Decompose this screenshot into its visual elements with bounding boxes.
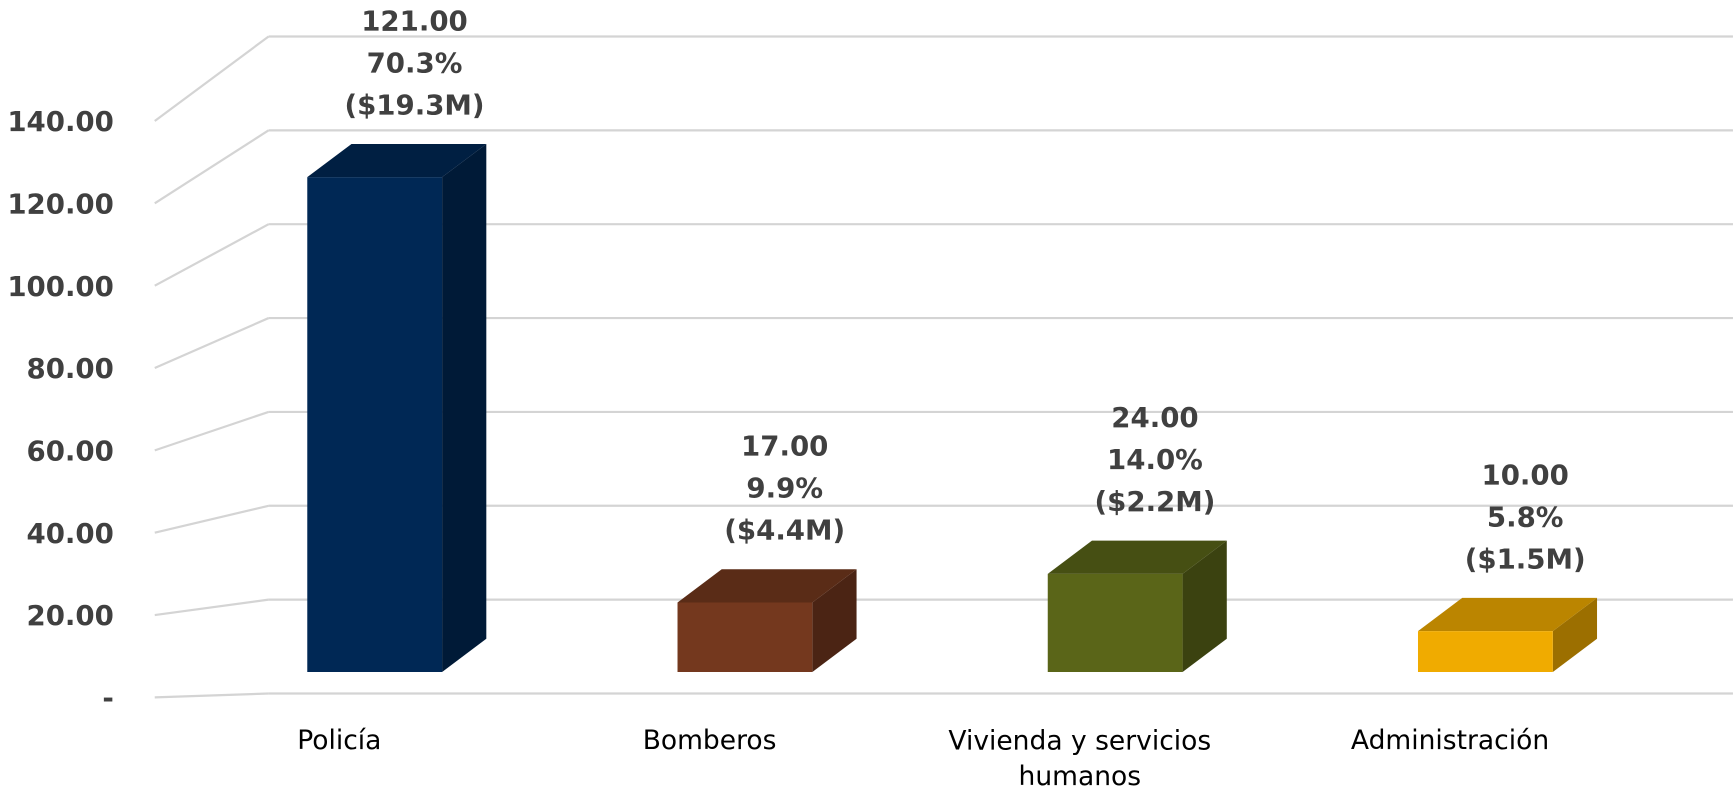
bar-top	[677, 569, 857, 603]
bar-top	[307, 144, 487, 178]
bar-front	[1047, 573, 1183, 672]
value-label: 24.00	[1111, 401, 1198, 434]
amount-label: ($4.4M)	[724, 514, 845, 547]
y-tick-label: 120.00	[7, 188, 114, 221]
percent-label: 5.8%	[1487, 500, 1564, 533]
percent-label: 14.0%	[1107, 443, 1203, 476]
y-tick-label: 40.00	[27, 517, 114, 550]
bar	[1417, 597, 1598, 672]
grid-floor-line	[154, 598, 269, 617]
bar-side	[812, 569, 857, 672]
grid-floor-line	[154, 129, 270, 205]
x-tick-label: Vivienda y servicios humanos	[948, 725, 1211, 788]
bar-side	[442, 144, 487, 672]
x-tick-label: Policía	[297, 725, 381, 756]
grid-floor-line	[154, 504, 269, 534]
y-tick-label: -	[102, 682, 113, 715]
bar-top	[1047, 540, 1227, 574]
y-tick-label: 20.00	[27, 599, 114, 632]
x-tick-label: Bomberos	[643, 725, 777, 756]
y-tick-label: 80.00	[27, 352, 114, 385]
bar-top	[1417, 597, 1598, 632]
bar-side	[1552, 597, 1598, 672]
grid-floor-line	[154, 223, 270, 287]
value-label: 10.00	[1482, 458, 1569, 491]
bar	[677, 569, 857, 672]
amount-label: ($19.3M)	[344, 88, 484, 121]
y-tick-label: 60.00	[27, 435, 114, 468]
grid-floor-line	[154, 317, 270, 370]
y-tick-label: 140.00	[7, 105, 114, 138]
percent-label: 70.3%	[367, 46, 463, 79]
percent-label: 9.9%	[746, 472, 823, 505]
value-label: 17.00	[741, 430, 828, 463]
bar-side	[1182, 540, 1227, 672]
grid-floor-line	[154, 35, 270, 122]
grid-floor-line	[154, 410, 269, 452]
y-tick-label: 100.00	[7, 270, 114, 303]
bar-front	[1417, 631, 1553, 672]
value-label: 121.00	[361, 4, 468, 37]
amount-label: ($2.2M)	[1095, 485, 1216, 518]
grid-floor-line	[154, 692, 269, 699]
bar	[307, 144, 487, 672]
bar	[1047, 540, 1227, 672]
amount-label: ($1.5M)	[1465, 542, 1586, 575]
x-tick-label: Administración	[1351, 725, 1549, 756]
bar-front	[307, 177, 443, 672]
bar-front	[677, 602, 813, 672]
